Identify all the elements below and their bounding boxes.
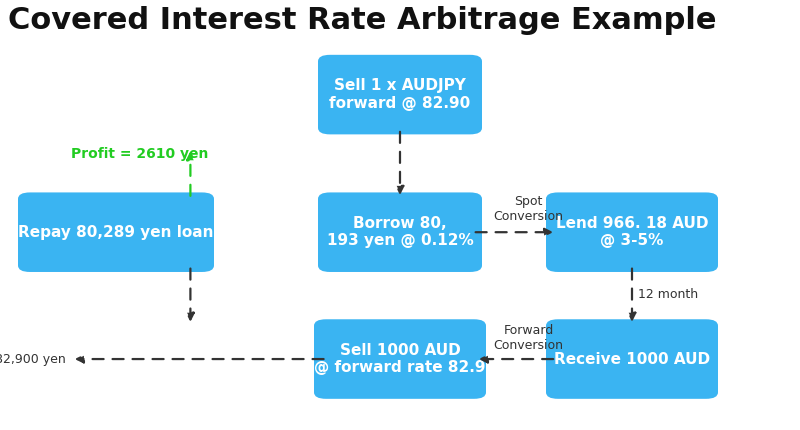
FancyBboxPatch shape <box>546 319 718 399</box>
Text: Receive 1000 AUD: Receive 1000 AUD <box>554 352 710 366</box>
Text: Realize 82,900 yen: Realize 82,900 yen <box>0 353 66 366</box>
FancyBboxPatch shape <box>546 193 718 272</box>
Text: Covered Interest Rate Arbitrage Example: Covered Interest Rate Arbitrage Example <box>8 6 717 35</box>
Text: 12 month: 12 month <box>638 288 698 301</box>
Text: Forward
Conversion: Forward Conversion <box>494 323 563 352</box>
FancyBboxPatch shape <box>18 193 214 272</box>
Text: Spot
Conversion: Spot Conversion <box>494 194 563 223</box>
Text: Profit = 2610 yen: Profit = 2610 yen <box>71 147 209 161</box>
Text: Lend 966. 18 AUD
@ 3-5%: Lend 966. 18 AUD @ 3-5% <box>556 216 708 249</box>
Text: Sell 1 x AUDJPY
forward @ 82.90: Sell 1 x AUDJPY forward @ 82.90 <box>330 78 470 111</box>
FancyBboxPatch shape <box>318 193 482 272</box>
FancyBboxPatch shape <box>314 319 486 399</box>
Text: Sell 1000 AUD
@ forward rate 82.9: Sell 1000 AUD @ forward rate 82.9 <box>314 343 486 375</box>
FancyBboxPatch shape <box>318 55 482 134</box>
Text: Repay 80,289 yen loan: Repay 80,289 yen loan <box>18 225 214 240</box>
Text: Borrow 80,
193 yen @ 0.12%: Borrow 80, 193 yen @ 0.12% <box>326 216 474 249</box>
